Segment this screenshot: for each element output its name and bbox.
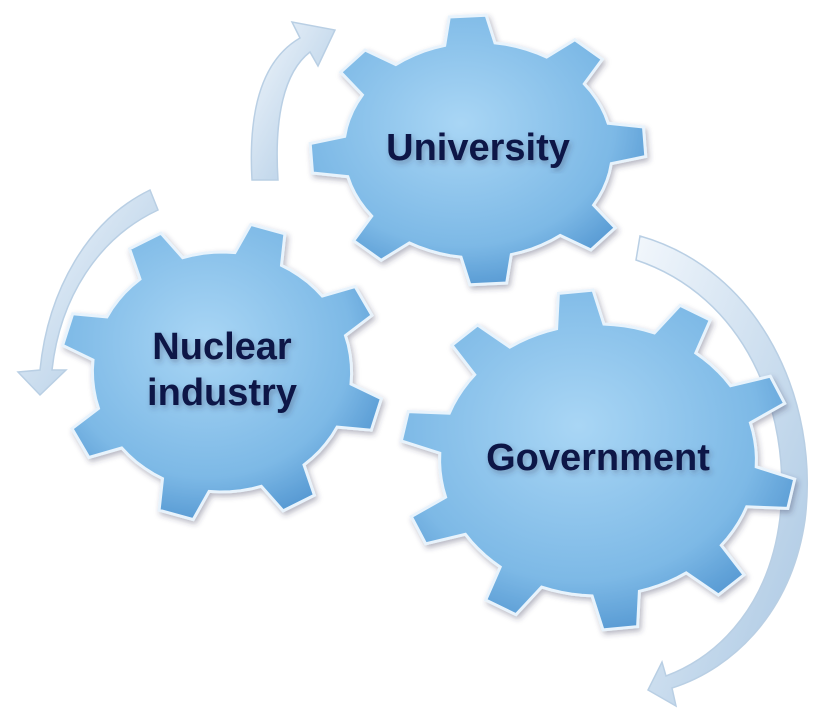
gear: University: [308, 13, 648, 287]
gear-body: [60, 222, 384, 522]
gear-label: Government: [486, 437, 710, 479]
gear-label: Nuclear: [152, 326, 292, 368]
gear-body: [308, 13, 648, 287]
arrow-left: [16, 188, 159, 397]
gear-body: [399, 288, 797, 632]
gear: Government: [399, 288, 797, 632]
arrow-top: [250, 20, 337, 181]
gear-label: industry: [147, 372, 297, 414]
gear-label: University: [386, 127, 570, 169]
